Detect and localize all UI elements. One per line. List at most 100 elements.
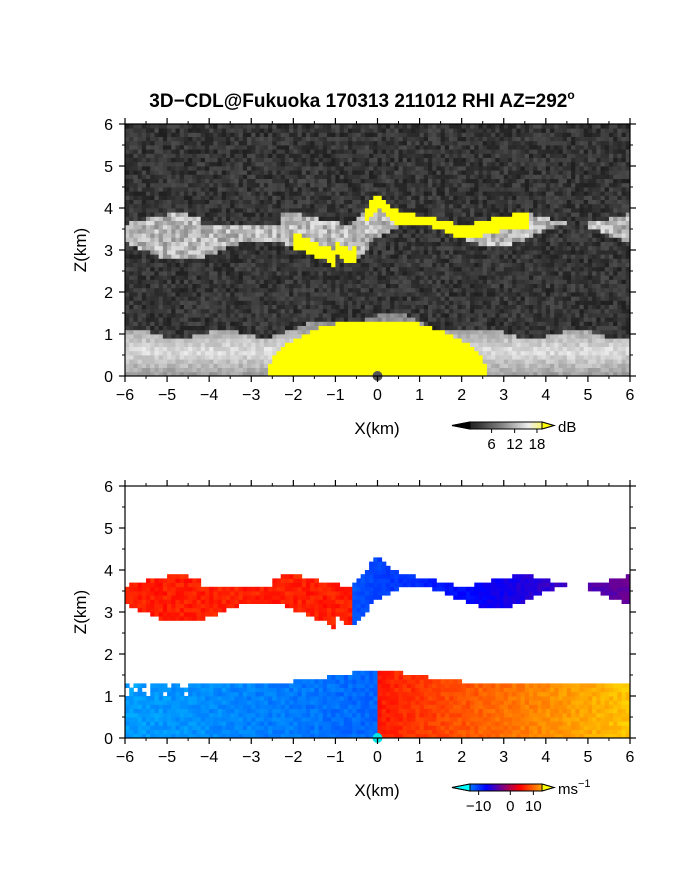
field-cell <box>141 161 147 167</box>
field-cell <box>402 325 408 331</box>
field-cell <box>314 338 319 343</box>
field-cell <box>226 149 231 154</box>
field-cell <box>154 237 160 242</box>
field-cell <box>428 321 433 326</box>
field-cell <box>141 237 147 242</box>
field-cell <box>343 258 349 263</box>
field-cell <box>209 233 214 238</box>
field-cell <box>461 145 467 150</box>
field-cell <box>385 233 391 238</box>
field-cell <box>449 224 454 230</box>
field-cell <box>390 279 395 284</box>
field-cell <box>284 174 290 179</box>
field-cell <box>192 325 197 331</box>
field-cell <box>310 145 315 150</box>
field-cell <box>154 338 160 343</box>
field-cell <box>129 216 134 221</box>
field-cell <box>179 224 185 230</box>
field-cell <box>183 199 189 205</box>
field-cell <box>284 321 290 326</box>
field-cell <box>162 346 168 352</box>
field-cell <box>167 136 172 142</box>
field-cell <box>125 250 130 255</box>
field-cell <box>352 287 357 293</box>
field-cell <box>141 145 147 150</box>
field-cell <box>423 300 429 305</box>
field-cell <box>234 271 240 276</box>
field-cell <box>461 136 467 142</box>
field-cell <box>125 132 130 137</box>
field-cell <box>327 271 332 276</box>
field-cell <box>335 195 341 200</box>
field-cell <box>339 363 345 368</box>
field-cell <box>272 287 277 293</box>
field-cell <box>356 132 362 137</box>
field-cell <box>263 182 269 188</box>
field-cell <box>394 166 399 171</box>
field-cell <box>175 132 181 137</box>
field-cell <box>453 371 458 377</box>
field-cell <box>343 224 349 230</box>
field-cell <box>175 346 181 352</box>
field-cell <box>188 136 193 142</box>
field-cell <box>255 266 261 272</box>
field-cell <box>167 308 172 314</box>
field-cell <box>234 334 240 339</box>
field-cell <box>381 170 387 175</box>
field-cell <box>158 170 164 175</box>
field-cell <box>369 229 374 234</box>
field-cell <box>432 220 437 226</box>
field-cell <box>204 229 210 234</box>
field-cell <box>162 224 168 230</box>
field-cell <box>301 350 307 356</box>
field-cell <box>335 208 341 213</box>
field-cell <box>390 191 395 196</box>
field-cell <box>204 262 210 268</box>
field-cell <box>348 279 353 284</box>
field-cell <box>331 245 336 251</box>
field-cell <box>318 258 324 263</box>
field-cell <box>390 283 395 289</box>
field-cell <box>390 136 395 142</box>
field-cell <box>381 199 387 205</box>
field-cell <box>200 363 206 368</box>
field-cell <box>415 140 420 146</box>
field-cell <box>272 182 277 188</box>
field-cell <box>432 187 437 192</box>
field-cell <box>280 233 286 238</box>
field-cell <box>327 216 332 221</box>
field-cell <box>247 178 252 184</box>
field-cell <box>432 271 437 276</box>
field-cell <box>259 245 265 251</box>
field-cell <box>470 212 475 217</box>
field-cell <box>179 140 185 146</box>
field-cell <box>398 325 404 331</box>
field-cell <box>364 182 370 188</box>
field-cell <box>209 199 214 205</box>
field-cell <box>419 187 425 192</box>
field-cell <box>196 258 202 263</box>
field-cell <box>444 342 450 347</box>
field-cell <box>356 212 362 217</box>
field-cell <box>377 279 383 284</box>
field-cell <box>436 338 442 343</box>
field-cell <box>360 271 366 276</box>
field-cell <box>432 292 437 297</box>
field-cell <box>331 161 336 167</box>
field-cell <box>398 300 404 305</box>
field-cell <box>162 132 168 137</box>
field-cell <box>369 371 374 377</box>
field-cell <box>217 245 223 251</box>
field-cell <box>314 266 319 272</box>
field-cell <box>251 124 256 129</box>
field-cell <box>150 208 155 213</box>
field-cell <box>327 329 332 335</box>
field-cell <box>411 128 416 133</box>
field-cell <box>234 149 240 154</box>
field-cell <box>318 191 324 196</box>
field-cell <box>440 136 446 142</box>
field-cell <box>175 153 181 158</box>
field-cell <box>150 153 155 158</box>
field-cell <box>301 325 307 331</box>
field-cell <box>461 271 467 276</box>
